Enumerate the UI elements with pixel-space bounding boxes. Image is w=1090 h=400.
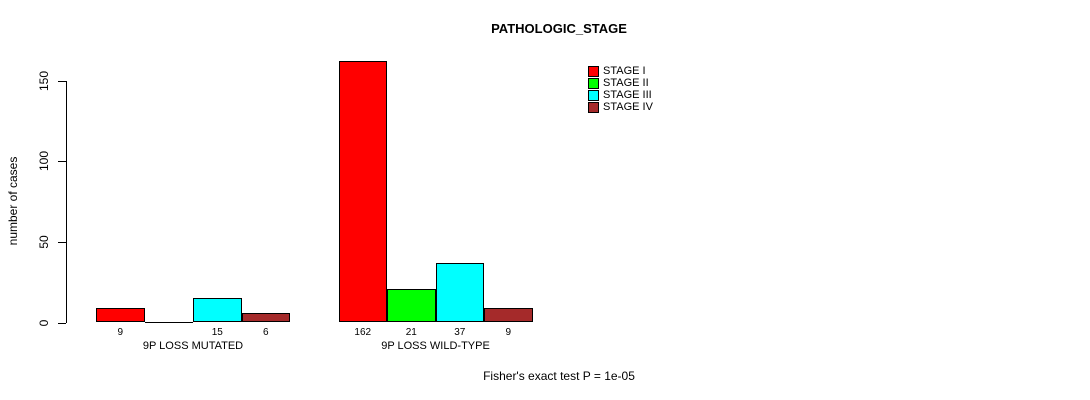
bar-stage-iv-9p-loss-mutated [241,312,290,323]
bar-stage-i-9p-loss-mutated [96,307,145,323]
legend-swatch-stage-ii [588,78,599,89]
bar-stage-iv-9p-loss-wild-type [484,307,533,323]
bar-value-label: 9 [117,327,124,338]
y-axis-title: number of cases [6,156,20,246]
legend-label-stage-ii: STAGE II [603,77,649,89]
bar-stage-ii-9p-loss-wild-type [387,288,436,323]
y-axis-tick [58,80,66,82]
y-axis-line [66,80,67,323]
y-axis-tick [58,161,66,163]
legend-label-stage-iv: STAGE IV [603,101,653,113]
y-axis-tick-label: 0 [37,319,51,326]
bar-value-label: 9 [505,327,512,338]
bar-stage-i-9p-loss-wild-type [338,61,387,323]
y-axis-tick [58,322,66,324]
chart-title: PATHOLOGIC_STAGE [491,21,627,36]
legend-swatch-stage-iv [588,102,599,113]
fisher-test-annotation: Fisher's exact test P = 1e-05 [483,369,635,383]
y-axis-tick-label: 50 [37,235,51,249]
y-axis-tick-label: 100 [37,151,51,172]
y-axis-tick [58,241,66,243]
bar-value-label: 15 [211,327,223,338]
x-axis-label-9p-loss-mutated: 9P LOSS MUTATED [142,340,244,352]
bar-value-label: 21 [405,327,417,338]
bar-stage-ii-9p-loss-mutated [144,321,193,323]
bar-value-label: 37 [454,327,466,338]
x-axis-label-9p-loss-wild-type: 9P LOSS WILD-TYPE [381,340,490,352]
legend-label-stage-iii: STAGE III [603,89,652,101]
legend-swatch-stage-iii [588,90,599,101]
bar-value-label: 6 [262,327,269,338]
bar-stage-iii-9p-loss-wild-type [435,262,484,323]
legend-swatch-stage-i [588,66,599,77]
bar-stage-iii-9p-loss-mutated [193,298,242,323]
legend-label-stage-i: STAGE I [603,65,646,77]
y-axis-tick-label: 150 [37,70,51,91]
bar-value-label: 162 [354,327,372,338]
